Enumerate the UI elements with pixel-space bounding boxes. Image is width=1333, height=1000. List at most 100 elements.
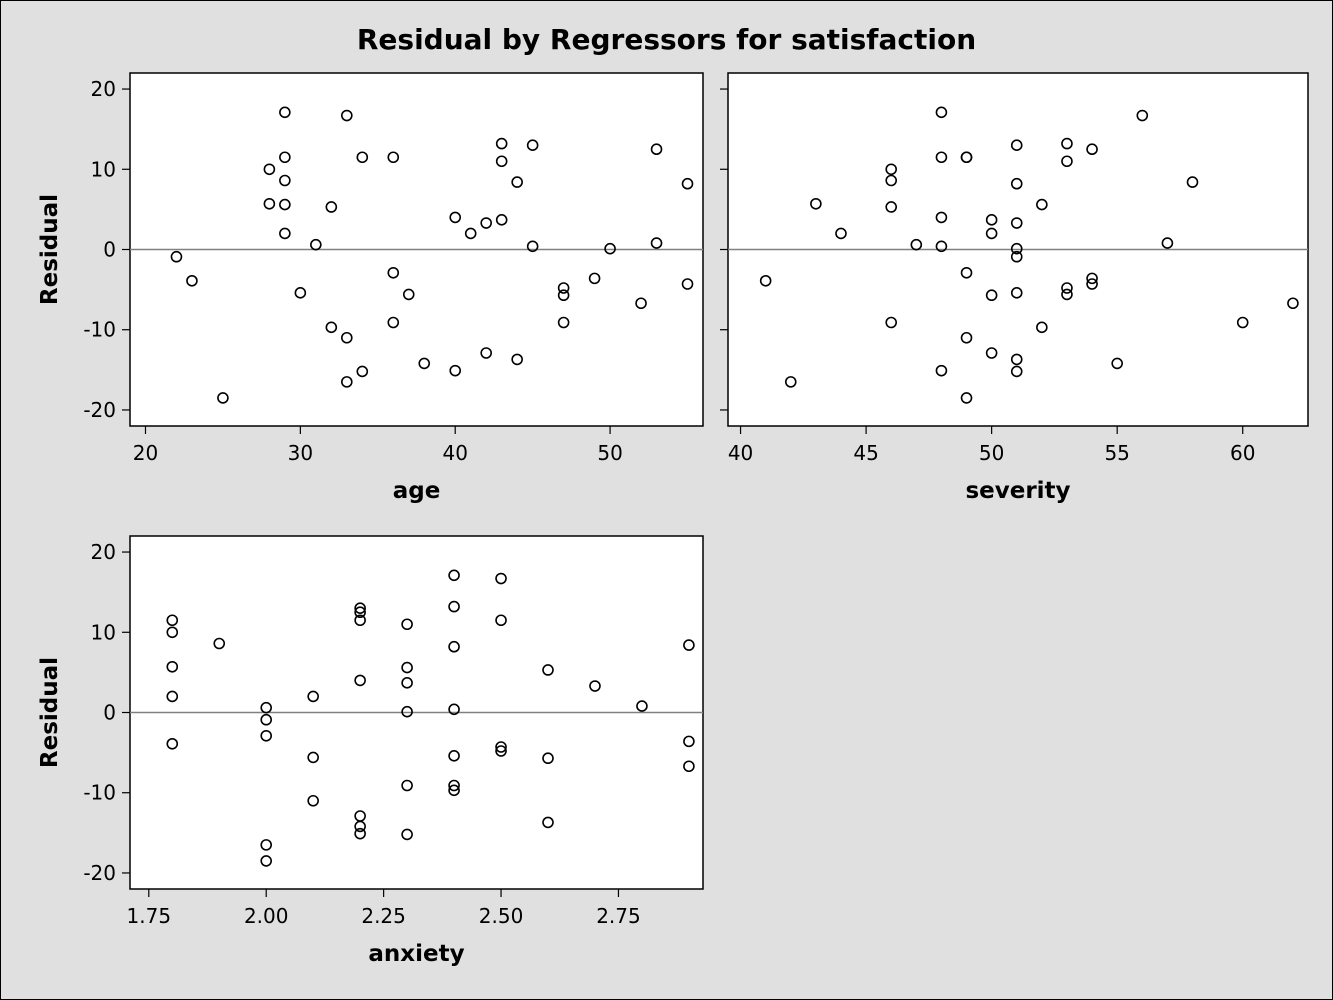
data-point — [402, 288, 415, 301]
panel-2: 40 45 50 55 60 severity — [720, 72, 1309, 504]
data-point — [418, 357, 431, 370]
data-point — [960, 266, 973, 279]
data-point — [784, 376, 797, 388]
data-point — [260, 701, 273, 714]
x-tick-label: 1.75 — [127, 904, 172, 928]
data-point — [683, 639, 695, 651]
data-point — [885, 316, 898, 329]
data-point — [935, 106, 948, 119]
data-point — [294, 287, 307, 299]
data-point — [260, 839, 273, 851]
y-axis-label: Residual — [37, 194, 63, 305]
data-point — [681, 177, 694, 190]
y-tick-label: 20 — [91, 540, 116, 564]
data-point — [1010, 365, 1023, 378]
data-point — [511, 176, 523, 188]
data-point — [650, 237, 663, 249]
data-point — [495, 614, 507, 627]
data-point — [401, 779, 413, 792]
data-point — [1086, 143, 1098, 156]
data-point — [985, 289, 998, 302]
data-point — [636, 700, 648, 712]
data-point — [511, 353, 523, 366]
data-point — [495, 745, 507, 757]
data-point — [166, 660, 179, 673]
y-tick-label: 0 — [103, 238, 116, 262]
data-point — [1186, 176, 1199, 188]
data-point — [170, 250, 183, 263]
data-point — [307, 794, 319, 807]
data-point — [960, 331, 973, 344]
data-point — [1010, 139, 1023, 152]
data-point — [448, 640, 460, 653]
panel-3: 1.75 2.00 2.25 2.50 2.75 -20 -10 0 10 20 anxiety Re… — [37, 535, 704, 967]
data-point — [401, 618, 413, 631]
data-point — [260, 713, 273, 726]
data-point — [341, 109, 353, 122]
data-point — [263, 197, 276, 210]
data-point — [354, 606, 366, 619]
data-point — [960, 392, 973, 404]
data-point — [557, 289, 570, 302]
data-point — [985, 227, 998, 240]
data-point — [1010, 287, 1023, 299]
x-axis-label: anxiety — [368, 941, 464, 967]
data-point — [307, 690, 319, 703]
data-point — [588, 272, 601, 285]
data-point — [387, 316, 400, 329]
data-point — [683, 735, 695, 748]
x-axis-label: age — [393, 478, 441, 504]
data-point — [307, 751, 319, 764]
data-point — [480, 347, 492, 359]
data-point — [985, 347, 998, 359]
data-point — [542, 752, 554, 765]
data-point — [260, 729, 273, 742]
data-point — [650, 143, 663, 156]
data-point — [354, 674, 366, 687]
x-tick-label: 2.00 — [244, 904, 289, 928]
data-point — [810, 197, 822, 210]
data-point — [310, 238, 322, 251]
data-point — [279, 174, 291, 187]
y-tick-label: 10 — [91, 157, 116, 181]
data-point — [1010, 353, 1023, 366]
data-point — [985, 214, 998, 226]
data-point — [448, 784, 460, 797]
data-point — [387, 151, 400, 164]
x-tick-label: 20 — [133, 441, 158, 465]
x-tick-label: 45 — [853, 441, 878, 465]
data-point — [1161, 237, 1174, 249]
data-point — [835, 227, 847, 240]
data-point — [260, 855, 273, 867]
data-point — [1036, 321, 1048, 334]
data-point — [1061, 155, 1073, 168]
data-point — [341, 331, 353, 344]
data-point — [186, 274, 198, 287]
data-point — [1086, 272, 1098, 285]
data-point — [1061, 288, 1073, 301]
data-point — [935, 151, 948, 164]
data-point — [449, 211, 462, 224]
data-point — [935, 240, 948, 253]
data-point — [1010, 242, 1023, 255]
data-point — [495, 137, 508, 150]
data-point — [354, 614, 366, 627]
data-point — [448, 703, 460, 716]
data-point — [354, 827, 366, 840]
data-point — [681, 278, 694, 290]
data-point — [166, 626, 179, 639]
chart-title: Residual by Regressors for satisfaction — [356, 23, 977, 56]
data-point — [263, 163, 276, 176]
data-point — [448, 750, 460, 762]
data-point — [166, 737, 179, 750]
data-point — [1111, 357, 1123, 370]
data-point — [1036, 198, 1048, 211]
data-point — [910, 238, 923, 251]
data-point — [480, 217, 492, 229]
x-tick-label: 40 — [728, 441, 753, 465]
y-tick-label: -20 — [83, 861, 116, 885]
data-point — [1010, 177, 1023, 190]
data-point — [495, 741, 507, 753]
data-point — [279, 151, 291, 164]
